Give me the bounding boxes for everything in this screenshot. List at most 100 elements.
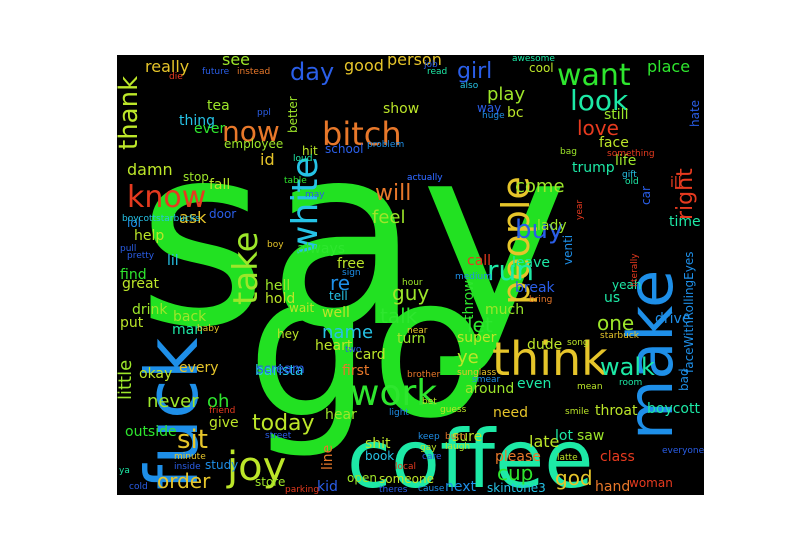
cloud-word: face xyxy=(599,135,629,151)
cloud-word: lil xyxy=(167,253,179,269)
cloud-word: card xyxy=(355,347,386,363)
cloud-word: car xyxy=(639,186,653,205)
cloud-word: first xyxy=(342,363,370,379)
cloud-word: school xyxy=(325,142,363,156)
cloud-word: little xyxy=(117,360,136,400)
cloud-word: starbuck xyxy=(600,331,640,341)
cloud-word: still xyxy=(604,107,628,123)
cloud-word: pretty xyxy=(127,251,155,261)
cloud-word: good xyxy=(344,56,384,75)
cloud-word: around xyxy=(465,381,514,397)
cloud-word: book xyxy=(365,449,394,463)
cloud-word: hear xyxy=(325,407,357,423)
cloud-word: barista xyxy=(255,363,303,379)
cloud-word: venti xyxy=(561,235,575,265)
cloud-word: cool xyxy=(529,61,554,75)
cloud-word: please xyxy=(495,449,541,465)
cloud-word: find xyxy=(120,267,147,283)
cloud-word: okay xyxy=(139,366,172,382)
cloud-word: love xyxy=(577,116,619,140)
cloud-word: drink xyxy=(132,302,168,318)
cloud-word: wait xyxy=(289,301,315,315)
cloud-word: brother xyxy=(407,370,440,380)
cloud-word: local xyxy=(395,462,416,472)
cloud-word: actually xyxy=(407,173,443,183)
cloud-word: skintone3 xyxy=(487,481,546,495)
cloud-word: fall xyxy=(209,177,230,193)
cloud-word: throw xyxy=(461,280,477,320)
cloud-word: tea xyxy=(207,98,230,114)
cloud-word: bet xyxy=(422,397,437,407)
cloud-word: cause xyxy=(418,484,445,494)
cloud-word: life xyxy=(615,153,636,169)
cloud-word: bag xyxy=(560,147,577,157)
cloud-word: keep xyxy=(418,432,440,442)
cloud-word: hit xyxy=(302,144,318,158)
cloud-word: awesome xyxy=(512,55,555,64)
cloud-word: always xyxy=(297,241,345,257)
cloud-word: inside xyxy=(174,462,201,472)
cloud-word: even xyxy=(517,376,551,392)
cloud-word: burn xyxy=(445,432,466,442)
cloud-word: really xyxy=(145,57,189,76)
word-cloud: say go coffee fuck make think people white take w… xyxy=(117,55,704,495)
cloud-word: way xyxy=(477,101,501,115)
cloud-word: baby xyxy=(197,324,220,334)
cloud-word: name xyxy=(322,322,373,343)
cloud-word: man xyxy=(172,322,203,338)
cloud-word: ye xyxy=(457,347,479,368)
cloud-word: line xyxy=(320,445,336,470)
cloud-word: joy xyxy=(226,444,286,490)
cloud-word: hour xyxy=(402,278,423,288)
cloud-word: show xyxy=(383,101,419,117)
cloud-word: future xyxy=(202,67,230,77)
cloud-word: id xyxy=(260,150,275,169)
cloud-word: guy xyxy=(392,281,429,305)
cloud-word: fuck xyxy=(130,337,214,490)
cloud-word: never xyxy=(147,391,199,412)
cloud-word: day xyxy=(290,58,334,86)
cloud-word: saw xyxy=(577,428,604,444)
cloud-word: call xyxy=(467,253,491,269)
cloud-word: year xyxy=(575,200,585,220)
cloud-word: bad xyxy=(677,368,691,391)
cloud-word: next xyxy=(445,479,477,495)
cloud-word: work xyxy=(350,373,437,414)
cloud-word: cup xyxy=(497,461,533,485)
cloud-word: boy xyxy=(267,240,284,250)
cloud-word: scream xyxy=(257,362,305,377)
cloud-word: pull xyxy=(120,244,136,254)
cloud-word: ever xyxy=(194,121,226,137)
cloud-word: free xyxy=(337,256,365,272)
cloud-word: ill xyxy=(670,175,682,191)
cloud-word: back xyxy=(173,309,207,325)
cloud-word: sign xyxy=(342,268,361,278)
cloud-word: lady xyxy=(537,218,567,234)
cloud-word: parking xyxy=(285,485,319,495)
cloud-word: coffee xyxy=(347,413,593,495)
cloud-word: study xyxy=(205,458,238,472)
cloud-word: street xyxy=(265,431,292,441)
cloud-word: today xyxy=(252,411,315,436)
cloud-word: take xyxy=(226,231,266,305)
cloud-word: break xyxy=(515,280,556,296)
cloud-word: right xyxy=(673,168,698,220)
cloud-word: hey xyxy=(277,327,299,341)
cloud-word: bitch xyxy=(322,115,402,153)
cloud-word: go xyxy=(247,234,490,461)
cloud-word: old xyxy=(625,177,639,187)
cloud-word: woman xyxy=(629,476,673,490)
cloud-word: literally xyxy=(630,253,640,287)
cloud-word: care xyxy=(422,452,442,462)
cloud-word: huge xyxy=(482,111,505,121)
cloud-word: heart xyxy=(315,338,353,354)
cloud-word: actually xyxy=(407,173,443,183)
cloud-word: boycottstarbucks xyxy=(122,214,200,224)
cloud-word: may xyxy=(305,190,325,200)
cloud-word: someone xyxy=(379,472,434,486)
cloud-word: theres xyxy=(379,485,408,495)
cloud-word: smile xyxy=(565,407,589,417)
cloud-word: instead xyxy=(237,67,270,77)
cloud-word: leave xyxy=(512,255,550,271)
cloud-word: open xyxy=(347,471,377,485)
